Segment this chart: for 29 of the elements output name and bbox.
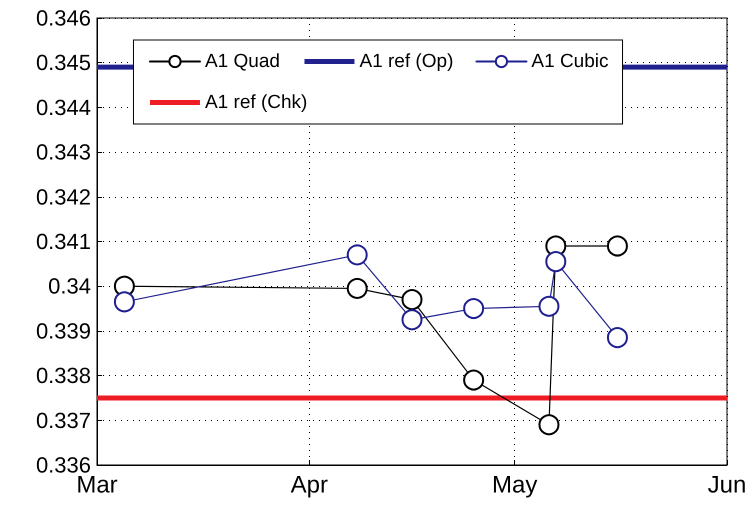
point: [463, 298, 484, 320]
x-tick-label: May: [492, 472, 538, 498]
y-tick-label: 0.346: [36, 6, 91, 30]
y-tick-label: 0.338: [36, 363, 91, 388]
y-tick-label: 0.337: [36, 408, 91, 433]
y-tick-label: 0.344: [36, 94, 91, 120]
point: [402, 309, 422, 330]
y-tick-label: 0.345: [36, 50, 91, 76]
y-tick-label: 0.34: [48, 274, 91, 299]
point: [545, 251, 566, 272]
legend-label: A1 ref (Chk): [204, 92, 308, 113]
y-tick-label: 0.341: [36, 229, 91, 254]
point: [346, 244, 368, 266]
point: [606, 327, 628, 348]
legend-label: A1 Quad: [204, 51, 280, 72]
legend-label: A1 Cubic: [531, 51, 609, 72]
y-tick-label: 0.339: [36, 318, 91, 344]
x-tick-label: Apr: [290, 472, 328, 498]
point: [606, 235, 628, 256]
point: [538, 296, 560, 317]
y-tick-label: 0.343: [36, 140, 91, 165]
point: [114, 291, 135, 312]
point: [538, 414, 560, 436]
point: [402, 289, 422, 310]
point: [463, 370, 484, 391]
x-tick-label: Jun: [708, 472, 746, 498]
y-tick-label: 0.342: [36, 184, 91, 210]
ref-line-label: A1 ref (Op): [359, 51, 454, 72]
point: [346, 278, 368, 299]
